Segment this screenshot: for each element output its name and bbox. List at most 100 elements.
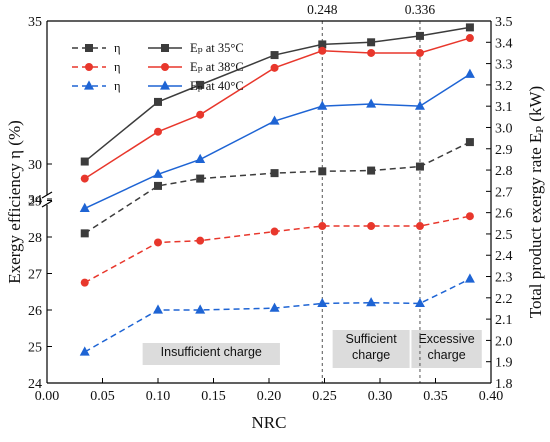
- data-point-4: [80, 174, 89, 183]
- data-point-5: [79, 202, 90, 212]
- region-label: Excessive: [418, 332, 474, 346]
- data-point-0: [196, 174, 205, 183]
- series-line-1: [84, 215, 471, 284]
- y-left-axis-title: Exergy efficiency η (%): [5, 120, 24, 284]
- vertical-marker-label: 0.248: [307, 2, 338, 17]
- data-point-5: [195, 153, 206, 164]
- data-point-4: [196, 110, 205, 119]
- region-box-0: [142, 343, 280, 365]
- data-point-1: [465, 212, 474, 221]
- data-point-5: [269, 115, 280, 125]
- legend-label: η: [114, 41, 121, 55]
- legend-label: Eₚ at 35°C: [190, 41, 244, 55]
- data-point-4: [270, 63, 279, 72]
- legend-marker: [161, 44, 169, 52]
- y-right-tick-label: 3.2: [495, 79, 513, 94]
- x-tick-label: 0.10: [146, 389, 171, 404]
- data-point-0: [80, 229, 89, 238]
- legend-label: Eₚ at 38°C: [190, 60, 244, 74]
- x-tick-label: 0.25: [312, 389, 337, 404]
- series-line-4: [84, 37, 471, 180]
- data-point-1: [196, 236, 205, 245]
- y-left-tick-label: 26: [28, 304, 42, 319]
- legend-label: η: [114, 79, 121, 93]
- data-point-3: [154, 97, 162, 106]
- region-label: charge: [427, 348, 465, 362]
- data-point-2: [464, 273, 475, 283]
- y-right-tick-label: 1.9: [495, 356, 513, 371]
- data-point-3: [367, 38, 376, 47]
- legend-label: η: [114, 60, 121, 74]
- data-point-2: [317, 297, 328, 308]
- data-point-3: [196, 80, 205, 89]
- y-right-tick-label: 2.8: [495, 164, 513, 179]
- y-right-tick-label: 3.4: [495, 36, 513, 51]
- data-point-4: [415, 48, 424, 57]
- data-point-1: [318, 222, 327, 231]
- y-right-tick-label: 3.5: [495, 15, 513, 30]
- legend-marker: [160, 80, 170, 90]
- x-tick-label: 0.20: [257, 389, 282, 404]
- data-point-3: [80, 157, 89, 166]
- x-tick-label: 0.40: [479, 389, 504, 404]
- y-right-tick-label: 2.5: [495, 228, 513, 243]
- series-line-3: [84, 26, 471, 163]
- legend-marker: [161, 63, 169, 71]
- legend-marker: [85, 63, 93, 71]
- y-right-tick-label: 2.0: [495, 334, 513, 349]
- y-right-tick-label: 1.8: [495, 377, 513, 392]
- data-point-2: [414, 297, 425, 308]
- x-tick-label: 0.35: [423, 389, 448, 404]
- y-right-tick-label: 2.1: [495, 313, 513, 328]
- data-point-1: [80, 278, 89, 287]
- legend-marker: [84, 80, 94, 90]
- region-label: Sufficient: [346, 332, 398, 346]
- series-line-0: [84, 141, 471, 234]
- data-point-0: [318, 167, 327, 176]
- y-right-tick-label: 3.3: [495, 58, 513, 73]
- data-point-1: [154, 238, 162, 247]
- data-point-5: [464, 68, 475, 78]
- legend-marker: [85, 44, 93, 52]
- y-left-tick-label: 24: [28, 377, 42, 392]
- data-point-0: [465, 138, 474, 147]
- y-right-tick-label: 3.0: [495, 121, 513, 136]
- y-right-tick-label: 2.9: [495, 143, 513, 158]
- y-left-tick-label: 29: [28, 195, 42, 210]
- data-point-3: [318, 40, 327, 49]
- y-right-tick-label: 2.2: [495, 292, 513, 307]
- y-left-tick-label: 35: [28, 15, 42, 30]
- y-right-tick-label: 2.3: [495, 271, 513, 286]
- data-point-3: [270, 51, 279, 60]
- data-point-0: [154, 181, 162, 190]
- data-point-4: [318, 46, 327, 55]
- data-point-1: [367, 222, 376, 231]
- data-point-4: [465, 34, 474, 43]
- data-point-1: [415, 222, 424, 231]
- region-label: Insufficient charge: [161, 345, 262, 359]
- region-box-2: [411, 330, 482, 368]
- data-point-2: [269, 302, 280, 312]
- data-point-0: [270, 169, 279, 178]
- data-point-5: [366, 98, 377, 108]
- region-label: charge: [352, 348, 390, 362]
- data-point-4: [367, 48, 376, 57]
- data-point-2: [79, 346, 90, 356]
- data-point-1: [270, 227, 279, 236]
- y-left-tick-label: 30: [28, 158, 42, 173]
- legend-label: Eₚ at 40°C: [190, 79, 244, 93]
- y-left-tick-label: 34: [28, 193, 42, 208]
- x-axis-title: NRC: [252, 413, 287, 432]
- series-line-5: [84, 73, 471, 210]
- y-left-tick-label: 27: [28, 268, 42, 283]
- data-point-0: [415, 162, 424, 171]
- data-point-2: [366, 297, 377, 307]
- region-box-1: [332, 330, 410, 368]
- data-point-5: [317, 100, 328, 110]
- x-tick-label: 0.15: [201, 389, 226, 404]
- data-point-4: [154, 127, 162, 136]
- x-tick-label: 0.30: [368, 389, 393, 404]
- x-tick-label: 0.00: [35, 389, 60, 404]
